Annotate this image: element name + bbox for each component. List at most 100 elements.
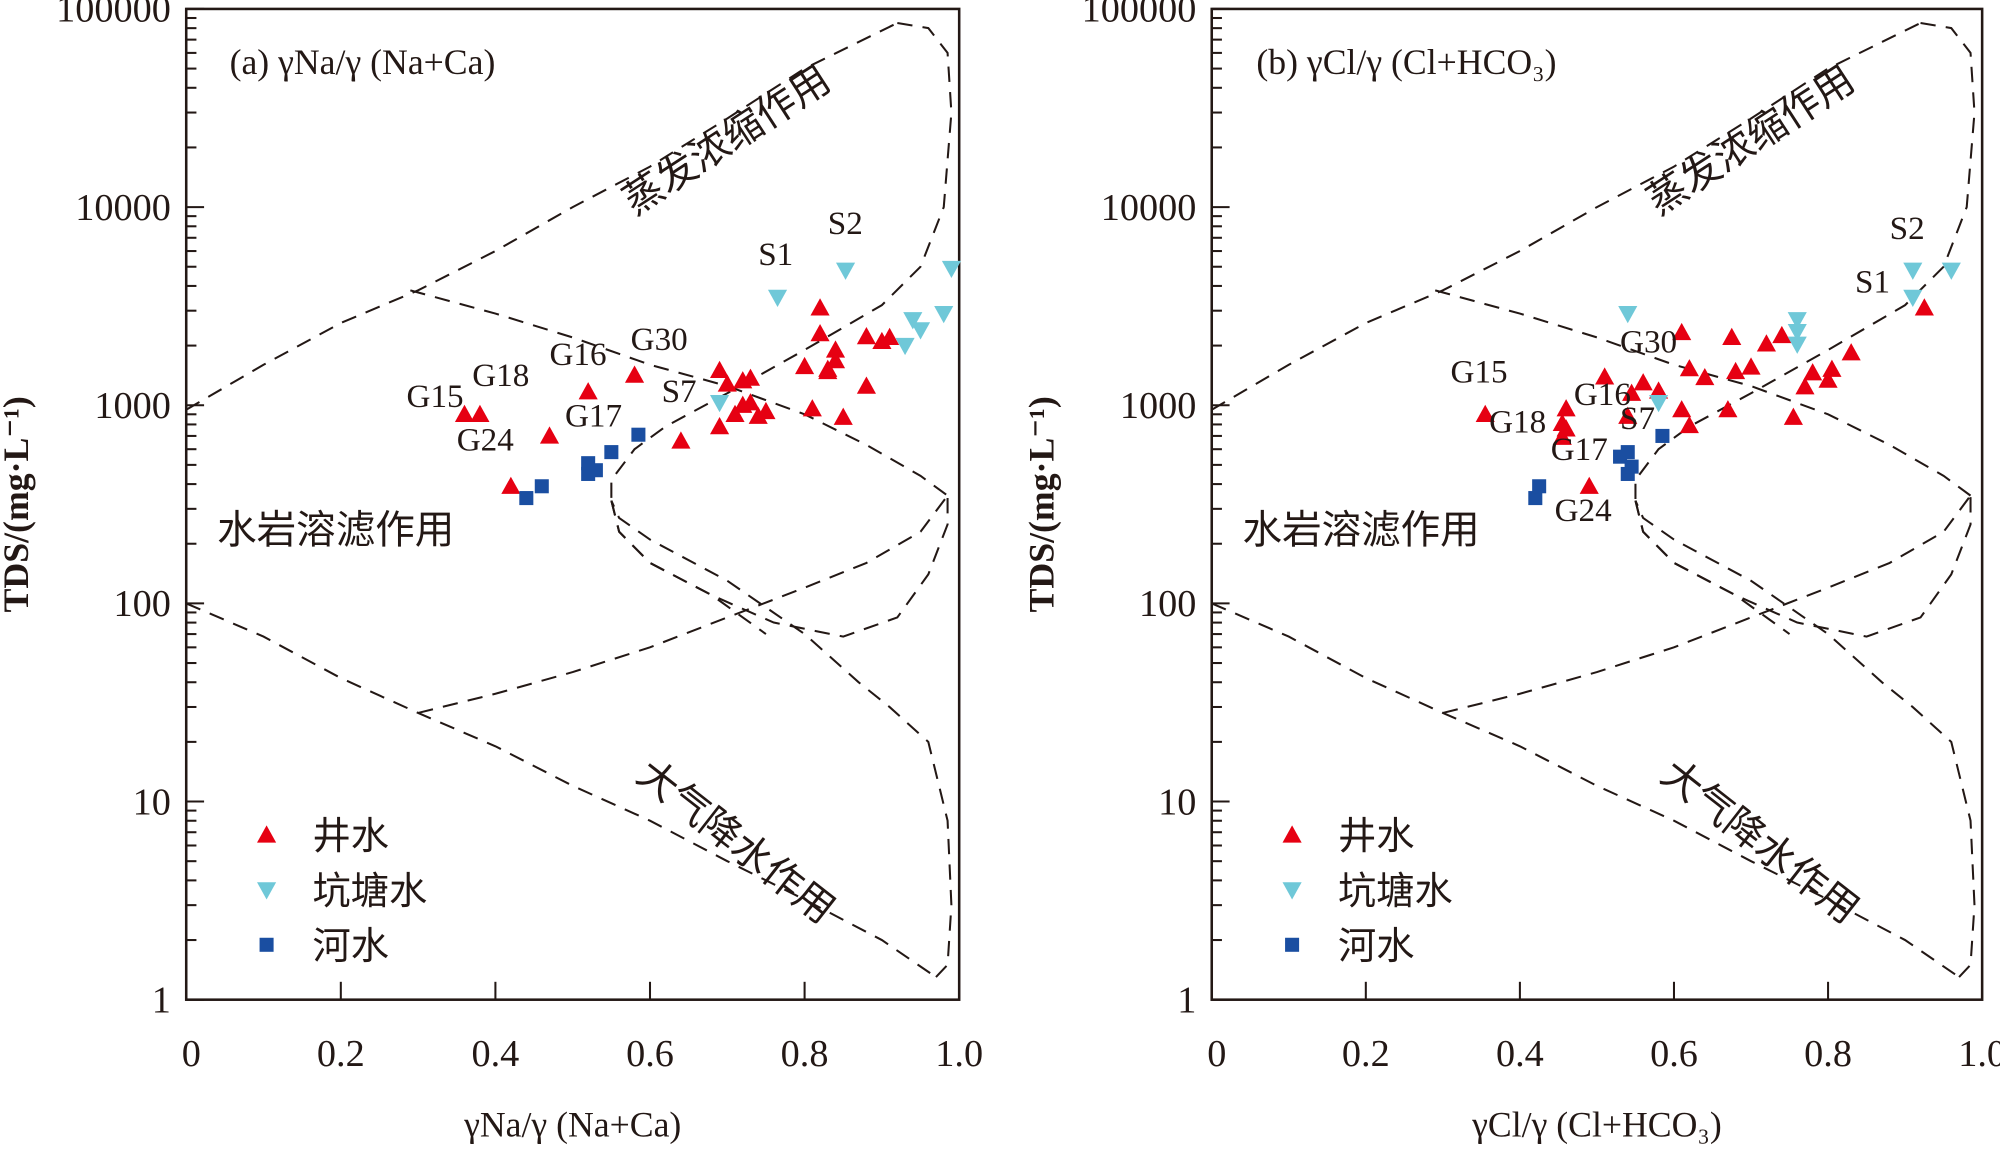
data-point-well: [1633, 373, 1653, 391]
data-point-pond: [934, 305, 954, 324]
legend-marker-river: [259, 937, 274, 952]
region-label-rock: 水岩溶滤作用: [217, 509, 454, 553]
point-label: G17: [565, 398, 622, 435]
data-point-well: [1556, 399, 1576, 417]
gibbs-boundary-upperCurveRight: [610, 21, 953, 501]
legend-marker-well: [257, 825, 277, 843]
data-point-well: [1679, 359, 1699, 377]
data-point-pond: [910, 322, 931, 340]
data-point-pond: [1787, 336, 1807, 354]
y-tick-label: 1000: [1120, 385, 1196, 427]
gibbs-boundary-bottomLine: [185, 602, 937, 978]
data-point-pond: [903, 312, 923, 330]
gibbs-boundary-upperCurveRight: [1634, 21, 1976, 501]
y-tick-label: 10000: [75, 187, 171, 229]
gibbs-boundary-lowerCurve: [417, 495, 949, 714]
plot-frame: [1210, 7, 1984, 1001]
data-point-well: [539, 426, 560, 444]
x-axis-title: γCl/γ (Cl+HCO₃): [1471, 1104, 1722, 1144]
x-axis-title: γNa/γ (Na+Ca): [463, 1104, 681, 1144]
legend-label-river: 河水: [313, 926, 390, 968]
y-tick-label: 10000: [1101, 187, 1197, 229]
data-point-well: [1756, 334, 1776, 352]
data-point-well: [1803, 363, 1823, 381]
point-label: G18: [472, 357, 529, 394]
data-point-well: [756, 401, 776, 420]
gibbs-boundary-innerLower: [610, 500, 767, 635]
data-point-pond: [1787, 312, 1807, 330]
data-point-pond: [1649, 395, 1669, 413]
data-point-well: [810, 298, 830, 316]
data-point-well: [1914, 298, 1934, 316]
data-point-river: [1624, 459, 1639, 474]
x-tick-label: 0: [182, 1033, 201, 1075]
data-point-river: [631, 427, 646, 442]
data-point-well: [1679, 415, 1699, 434]
plot-frame: [184, 7, 961, 1001]
data-point-well: [1718, 400, 1738, 418]
x-tick-label: 0.6: [626, 1033, 674, 1075]
x-tick-label: 1.0: [1958, 1033, 2000, 1075]
data-point-well: [825, 340, 846, 358]
data-point-well: [1741, 357, 1761, 375]
legend-marker-well: [1282, 825, 1302, 843]
data-point-well: [748, 406, 768, 424]
point-label: G15: [1451, 354, 1508, 391]
data-point-well: [795, 356, 815, 375]
region-label-precipitation: 大气降水作用: [629, 751, 843, 932]
data-point-well: [1556, 419, 1576, 437]
panel-title: (b) γCl/γ (Cl+HCO₃): [1256, 42, 1556, 82]
point-label: G16: [550, 336, 607, 373]
point-label: G30: [1620, 323, 1677, 360]
data-point-well: [1649, 381, 1669, 399]
data-point-pond: [941, 260, 962, 279]
legend-label-pond: 坑塘水: [313, 870, 428, 913]
y-tick-label: 1: [152, 979, 171, 1021]
point-label: G17: [1551, 431, 1608, 468]
data-point-pond: [895, 337, 915, 356]
point-label: S1: [758, 236, 793, 273]
x-tick-label: 0.6: [1650, 1033, 1698, 1075]
data-point-river: [588, 463, 603, 478]
data-point-well: [1622, 383, 1642, 401]
data-point-pond: [1903, 262, 1923, 280]
data-point-well: [470, 404, 490, 422]
data-point-pond: [1618, 305, 1638, 324]
point-label: S1: [1855, 264, 1890, 301]
data-point-pond: [767, 289, 788, 308]
y-tick-label: 100000: [1082, 0, 1197, 31]
point-label: G24: [457, 422, 514, 459]
x-tick-label: 0.4: [471, 1033, 519, 1075]
y-tick-label: 10: [1158, 781, 1196, 823]
point-label: S2: [1890, 210, 1925, 247]
data-point-river: [1620, 445, 1635, 460]
data-point-well: [1783, 407, 1803, 425]
x-tick-label: 1.0: [935, 1033, 983, 1075]
data-point-pond: [1941, 262, 1961, 280]
data-point-well: [1579, 476, 1599, 494]
data-point-well: [1795, 377, 1815, 395]
gibbs-boundary-bottomLine: [1211, 602, 1960, 978]
data-point-well: [1618, 406, 1638, 424]
data-point-well: [1841, 343, 1861, 361]
gibbs-boundary-lowerCurve: [1442, 495, 1972, 714]
data-point-well: [1695, 367, 1715, 386]
data-point-pond: [1787, 324, 1807, 342]
data-point-well: [833, 407, 853, 425]
data-point-well: [1772, 325, 1792, 344]
data-point-well: [454, 404, 475, 422]
region-label-rock: 水岩溶滤作用: [1243, 509, 1480, 553]
data-point-river: [1532, 479, 1547, 494]
data-point-well: [1722, 327, 1742, 346]
point-label: G15: [407, 378, 464, 415]
x-tick-label: 0.8: [781, 1033, 829, 1075]
region-label-precipitation: 大气降水作用: [1653, 751, 1867, 932]
point-label: G18: [1489, 403, 1546, 440]
data-point-well: [1672, 322, 1692, 341]
data-point-river: [1528, 491, 1543, 506]
legend-marker-pond: [257, 882, 277, 900]
data-point-well: [880, 327, 900, 346]
data-point-pond: [710, 395, 730, 413]
y-tick-label: 100: [114, 583, 171, 625]
